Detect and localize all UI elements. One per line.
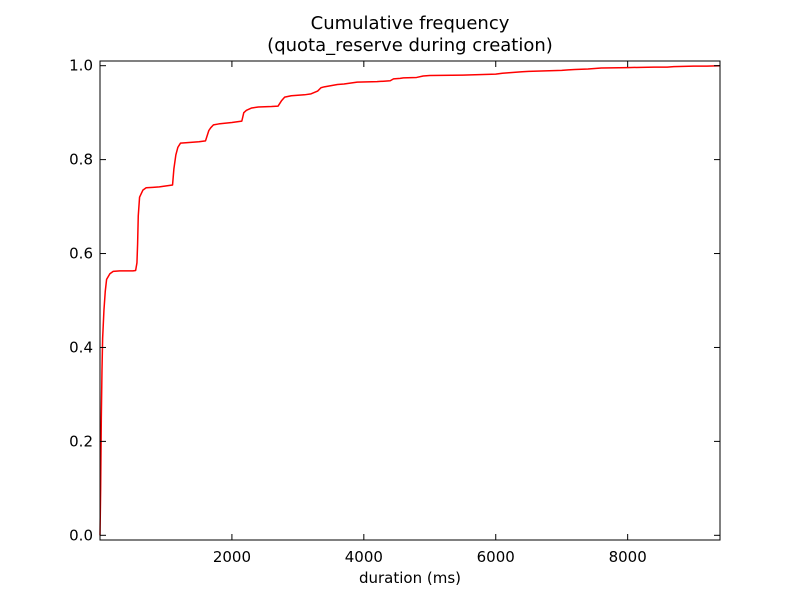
plot-area: 2000 4000 6000 8000 0.0 0.2 0.4 0.6 0.8 1.0 xyxy=(69,57,721,566)
x-tick-label: 4000 xyxy=(345,548,383,566)
y-axis-ticks: 0.0 0.2 0.4 0.6 0.8 1.0 xyxy=(69,57,720,544)
series-layer xyxy=(99,64,721,536)
series-line-0 xyxy=(99,64,721,536)
y-tick-label: 1.0 xyxy=(69,57,93,75)
x-tick-label: 2000 xyxy=(213,548,251,566)
x-tick-label: 8000 xyxy=(609,548,647,566)
y-tick-label: 0.2 xyxy=(69,432,93,450)
x-axis-ticks: 2000 4000 6000 8000 xyxy=(213,61,647,566)
y-tick-label: 0.6 xyxy=(69,245,93,263)
y-tick-label: 0.8 xyxy=(69,151,93,169)
y-tick-label: 0.0 xyxy=(69,526,93,544)
chart-title: Cumulative frequency xyxy=(311,13,510,34)
plot-frame xyxy=(99,60,721,541)
y-tick-label: 0.4 xyxy=(69,338,93,356)
x-tick-label: 6000 xyxy=(477,548,515,566)
x-axis-label: duration (ms) xyxy=(359,569,461,587)
chart-subtitle: (quota_reserve during creation) xyxy=(267,35,553,56)
